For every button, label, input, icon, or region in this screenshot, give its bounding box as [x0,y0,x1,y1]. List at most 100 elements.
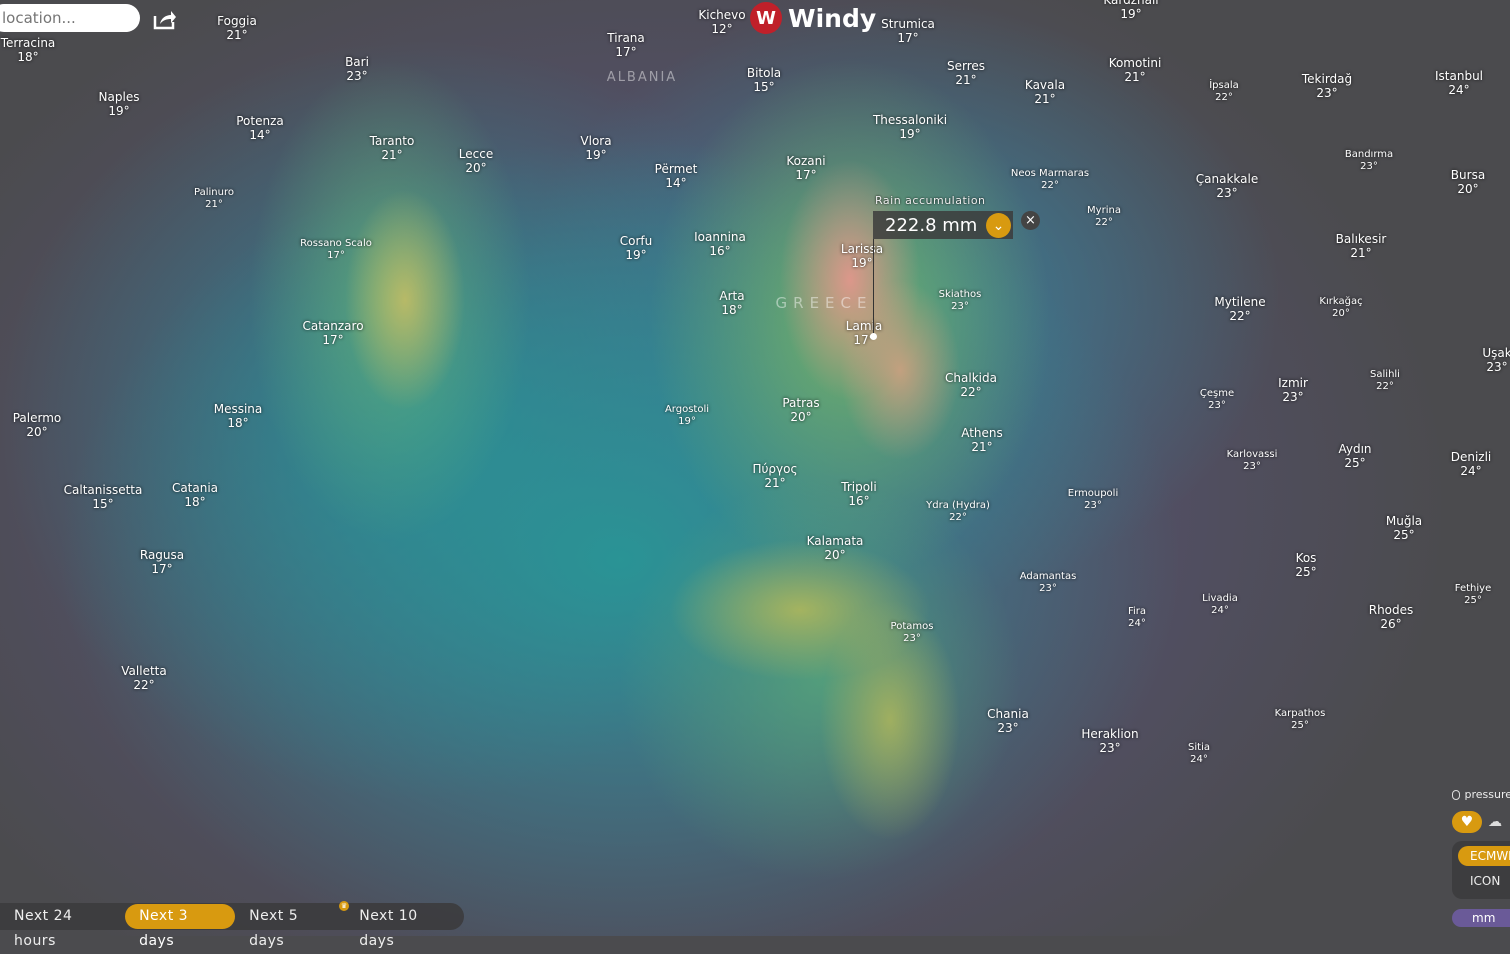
city-label[interactable]: Rhodes 26° [1369,603,1414,631]
city-label[interactable]: Caltanissetta 15° [64,483,143,511]
chevron-down-icon[interactable]: ⌄ [986,213,1011,238]
city-label[interactable]: Tekirdağ 23° [1302,72,1352,100]
city-temperature: 22° [1041,180,1059,191]
city-label[interactable]: Ragusa 17° [140,548,184,576]
city-label[interactable]: Kalamata 20° [807,534,864,562]
city-label[interactable]: Sitia 24° [1188,742,1210,766]
city-label[interactable]: Bari 23° [345,55,369,83]
city-label[interactable]: Adamantas 23° [1020,571,1077,595]
city-label[interactable]: Catanzaro 17° [302,319,363,347]
windy-logo-icon: W [750,2,782,34]
share-icon[interactable] [153,8,177,30]
city-label[interactable]: Çeşme 23° [1200,388,1234,412]
city-label[interactable]: Tirana 17° [607,31,645,59]
city-label[interactable]: Foggia 21° [217,14,257,42]
city-label[interactable]: Vlora 19° [580,134,611,162]
city-label[interactable]: Lamia 17° [846,319,882,347]
windy-logo[interactable]: W Windy [750,2,876,34]
city-label[interactable]: Strumica 17° [881,17,935,45]
city-label[interactable]: Larissa 19° [841,242,883,270]
city-label[interactable]: Terracina 18° [1,36,56,64]
city-name: Karpathos [1274,708,1326,719]
city-label[interactable]: Komotini 21° [1109,56,1162,84]
city-label[interactable]: Thessaloniki 19° [873,113,947,141]
city-label[interactable]: Ydra (Hydra) 22° [926,500,990,524]
city-label[interactable]: Muğla 25° [1386,514,1422,542]
tab-next-3-days[interactable]: Next 3 days [125,904,236,949]
weather-icon[interactable]: ☁ [1488,814,1502,830]
city-label[interactable]: Aydın 25° [1338,442,1371,470]
city-label[interactable]: Kırkağaç 20° [1319,296,1362,320]
city-label[interactable]: Catania 18° [172,481,218,509]
city-temperature: 15° [753,80,775,94]
city-label[interactable]: Skiathos 23° [939,289,982,313]
city-label[interactable]: Ermoupoli 23° [1068,488,1118,512]
model-ecmwf[interactable]: ECMWF [1458,846,1510,866]
close-icon[interactable]: × [1021,211,1040,230]
city-label[interactable]: Athens 21° [961,426,1003,454]
city-label[interactable]: Serres 21° [947,59,985,87]
city-label[interactable]: Chalkida 22° [945,371,997,399]
city-label[interactable]: Salihli 22° [1370,369,1400,393]
pressure-toggle[interactable]: pressure [1452,788,1510,801]
city-label[interactable]: Heraklion 23° [1081,727,1138,755]
city-label[interactable]: Kavala 21° [1025,78,1065,106]
search-input[interactable] [0,4,140,32]
city-label[interactable]: Bursa 20° [1451,168,1485,196]
tab-next-24-hours[interactable]: Next 24 hours [14,908,73,949]
city-label[interactable]: Izmir 23° [1278,376,1308,404]
city-label[interactable]: Myrina 22° [1087,205,1121,229]
city-label[interactable]: Naples 19° [99,90,140,118]
city-label[interactable]: Fethiye 25° [1455,583,1491,607]
city-label[interactable]: Balıkesir 21° [1336,232,1387,260]
city-label[interactable]: Përmet 14° [655,162,698,190]
tab-next-5-days[interactable]: Next 5 days [249,908,299,949]
city-label[interactable]: Uşak 23° [1482,346,1510,374]
city-label[interactable]: Tripoli 16° [841,480,876,508]
city-temperature: 23° [1039,583,1057,594]
city-temperature: 18° [227,416,249,430]
city-label[interactable]: Rossano Scalo 17° [300,238,372,262]
city-label[interactable]: Lecce 20° [459,147,493,175]
city-label[interactable]: Valletta 22° [121,664,166,692]
city-label[interactable]: Potenza 14° [236,114,284,142]
city-label[interactable]: Messina 18° [214,402,263,430]
city-label[interactable]: Bitola 15° [747,66,781,94]
city-label[interactable]: Bandırma 23° [1345,149,1393,173]
city-label[interactable]: Argostoli 19° [665,404,709,428]
city-name: Athens [961,426,1003,440]
city-label[interactable]: Potamos 23° [891,621,934,645]
city-label[interactable]: Kozani 17° [786,154,825,182]
city-label[interactable]: Kos 25° [1295,551,1316,579]
city-label[interactable]: Mytilene 22° [1214,295,1265,323]
right-panel: pressure ♥ ☁ ECMWF ICON mm [1452,788,1510,927]
city-label[interactable]: Chania 23° [987,707,1029,735]
city-label[interactable]: Çanakkale 23° [1196,172,1258,200]
city-label[interactable]: Karpathos 25° [1275,708,1326,732]
city-label[interactable]: Livadia 24° [1202,593,1238,617]
unit-button[interactable]: mm [1452,909,1510,927]
tab-next-10-days[interactable]: ♛ Next 10 days [339,901,464,949]
city-name: Balıkesir [1335,232,1387,246]
city-label[interactable]: Palinuro 21° [194,187,234,211]
model-icon[interactable]: ICON [1470,874,1501,888]
city-label[interactable]: Patras 20° [782,396,819,424]
city-label[interactable]: Palermo 20° [13,411,62,439]
city-label[interactable]: Karlovassi 23° [1227,449,1278,473]
city-label[interactable]: İpsala 22° [1209,80,1239,104]
city-label[interactable]: Neos Marmaras 22° [1011,168,1089,192]
city-label[interactable]: Kichevo 12° [698,8,745,36]
city-label[interactable]: Taranto 21° [370,134,415,162]
city-label[interactable]: Πύργος 21° [752,462,797,490]
city-label[interactable]: Corfu 19° [620,234,652,262]
heart-icon[interactable]: ♥ [1452,811,1482,833]
city-label[interactable]: Fira 24° [1128,606,1146,630]
location-pin[interactable] [870,333,877,340]
city-label[interactable]: Istanbul 24° [1435,69,1483,97]
city-name: Neos Marmaras [1010,168,1090,179]
city-label[interactable]: Kardzhali 19° [1103,0,1158,21]
city-label[interactable]: Denizli 24° [1451,450,1492,478]
city-label[interactable]: Ioannina 16° [694,230,746,258]
city-label[interactable]: Arta 18° [719,289,744,317]
